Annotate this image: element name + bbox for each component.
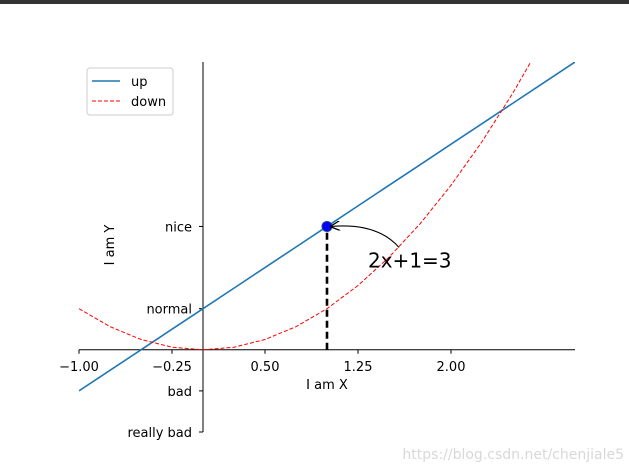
top-bar: [0, 0, 629, 4]
y-tick-label: really bad: [127, 426, 192, 441]
x-tick-label: 0.50: [251, 360, 280, 375]
y-axis-label: I am Y: [103, 225, 118, 266]
annotation-text: 2x+1=3: [368, 248, 452, 272]
y-tick-label: normal: [146, 303, 192, 318]
annotation-arrow: [331, 226, 400, 248]
y-tick-label: nice: [165, 220, 192, 235]
legend-label: up: [131, 75, 148, 90]
watermark: https://blog.csdn.net/chenjiale5: [402, 447, 624, 463]
x-tick-label: −1.00: [59, 360, 99, 375]
legend-box: [86, 67, 174, 116]
legend-label: down: [131, 95, 166, 110]
line-series: [79, 62, 532, 351]
annotated-point: [321, 220, 333, 232]
x-tick-label: 1.25: [344, 360, 373, 375]
x-tick-label: −0.25: [152, 360, 192, 375]
y-tick-label: bad: [168, 385, 192, 400]
x-tick-label: 2.00: [437, 360, 466, 375]
x-axis-label: I am X: [306, 378, 348, 393]
